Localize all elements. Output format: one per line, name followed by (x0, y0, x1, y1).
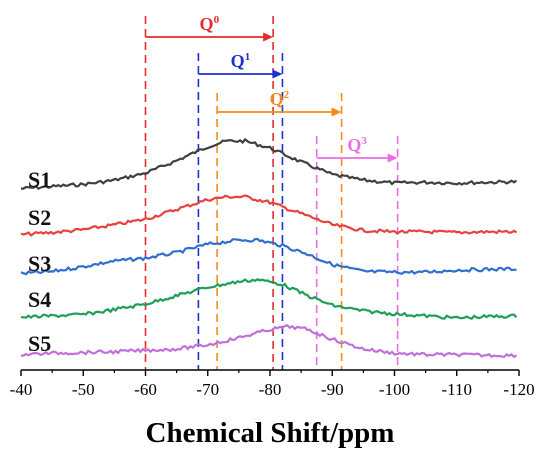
series-s4: S4 (20, 278, 518, 320)
region-label: Q2 (270, 89, 290, 109)
series-line (20, 237, 517, 276)
x-axis: -40 -50 -60 -70 -80 -90 -100 -110 -120 (10, 369, 535, 399)
x-tick-label: -100 (379, 380, 410, 399)
x-axis-title: Chemical Shift/ppm (146, 417, 395, 449)
series-label: S2 (28, 205, 51, 230)
series-label: S5 (28, 331, 51, 356)
series-label: S4 (28, 287, 51, 312)
region-arrow-head (387, 153, 398, 163)
series-s3: S3 (20, 237, 517, 276)
series-s5: S5 (20, 324, 518, 359)
region-arrow-head (263, 32, 274, 42)
region-label: Q1 (231, 51, 251, 71)
region-q2: Q2 (216, 89, 343, 370)
x-tick-label: -80 (259, 380, 282, 399)
series-s2: S2 (20, 194, 518, 237)
series-s1: S1 (21, 137, 518, 192)
x-tick-label: -120 (503, 380, 534, 399)
x-tick-label: -40 (10, 380, 33, 399)
series-label: S1 (28, 167, 51, 192)
x-tick-label: -70 (196, 380, 219, 399)
x-tick-label: -50 (72, 380, 95, 399)
region-q0: Q0 (144, 14, 274, 370)
x-tick-label: -90 (321, 380, 344, 399)
region-label: Q3 (347, 135, 367, 155)
x-tick-label: -110 (441, 380, 472, 399)
series-line (20, 278, 518, 320)
series-line (21, 137, 518, 190)
region-markers: Q0 Q1 Q2 Q3 (144, 14, 399, 370)
x-tick-label: -60 (134, 380, 157, 399)
region-q1: Q1 (197, 51, 284, 370)
region-arrow-head (331, 107, 342, 117)
region-arrow-head (272, 69, 283, 79)
series-line (20, 194, 518, 237)
spectra: S1 S2 S3 S4 S5 (20, 137, 518, 359)
region-q3: Q3 (315, 135, 399, 370)
series-label: S3 (28, 251, 51, 276)
series-line (20, 324, 518, 359)
region-label: Q0 (200, 14, 220, 34)
